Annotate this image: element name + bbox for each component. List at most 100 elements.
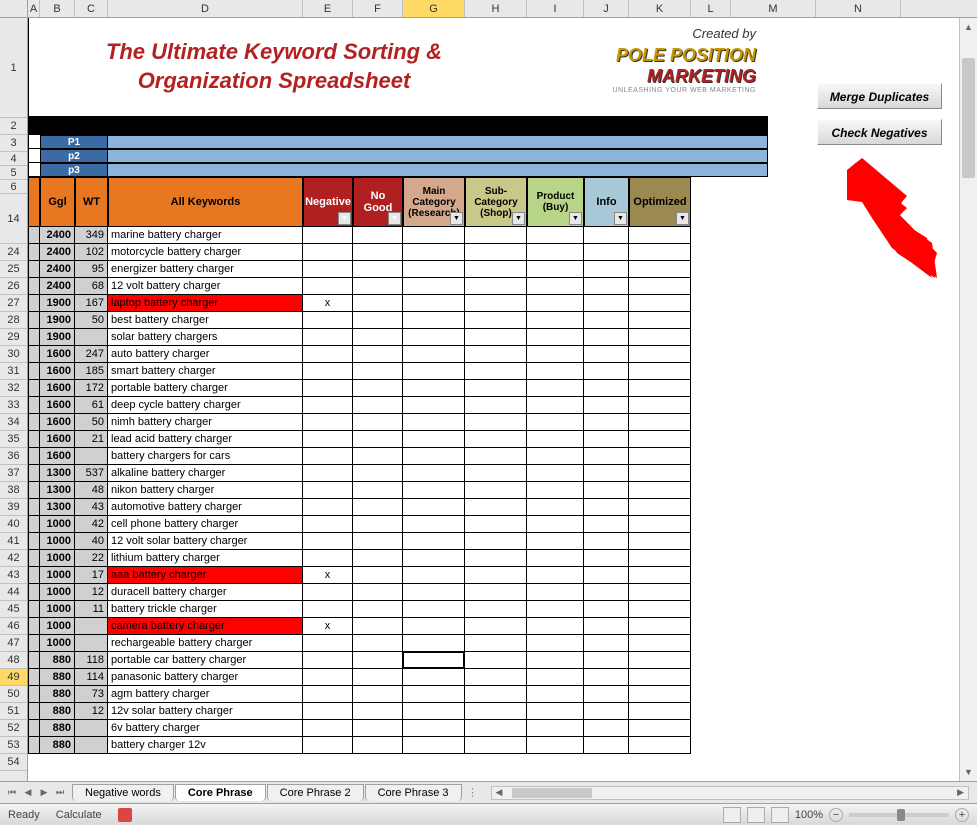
cell[interactable] xyxy=(303,720,353,737)
cell[interactable] xyxy=(303,329,353,346)
select-all-corner[interactable] xyxy=(0,0,28,17)
cell[interactable] xyxy=(629,703,691,720)
cell[interactable] xyxy=(584,414,629,431)
cell[interactable]: nikon battery charger xyxy=(108,482,303,499)
cell[interactable] xyxy=(584,499,629,516)
cell[interactable] xyxy=(629,686,691,703)
cell[interactable] xyxy=(303,363,353,380)
cell[interactable]: 880 xyxy=(40,720,75,737)
cell[interactable] xyxy=(353,295,403,312)
cell[interactable] xyxy=(465,380,527,397)
cell[interactable] xyxy=(353,601,403,618)
cell[interactable]: 21 xyxy=(75,431,108,448)
cell[interactable] xyxy=(403,516,465,533)
cell[interactable]: battery charger 12v xyxy=(108,737,303,754)
cell[interactable] xyxy=(353,465,403,482)
cell[interactable]: 1000 xyxy=(40,550,75,567)
filter-dropdown-icon[interactable]: ▼ xyxy=(614,212,627,225)
cell[interactable] xyxy=(527,550,584,567)
macro-record-icon[interactable] xyxy=(118,808,132,822)
cell[interactable] xyxy=(353,635,403,652)
row-header[interactable]: 34 xyxy=(0,414,27,431)
cell[interactable]: cell phone battery charger xyxy=(108,516,303,533)
cell[interactable]: 2400 xyxy=(40,227,75,244)
cell[interactable]: x xyxy=(303,618,353,635)
cell[interactable] xyxy=(465,244,527,261)
cell[interactable] xyxy=(353,618,403,635)
cell[interactable] xyxy=(353,261,403,278)
row-header[interactable]: 24 xyxy=(0,244,27,261)
cell[interactable]: 6v battery charger xyxy=(108,720,303,737)
scroll-down-icon[interactable]: ▼ xyxy=(960,763,977,781)
cell[interactable] xyxy=(584,329,629,346)
cell[interactable] xyxy=(403,499,465,516)
cell[interactable] xyxy=(465,397,527,414)
horizontal-scrollbar[interactable]: ◀ ▶ xyxy=(491,786,969,800)
cell[interactable] xyxy=(629,363,691,380)
cell[interactable]: marine battery charger xyxy=(108,227,303,244)
cell[interactable]: 50 xyxy=(75,414,108,431)
check-negatives-button[interactable]: Check Negatives xyxy=(817,119,942,145)
cell[interactable] xyxy=(584,261,629,278)
page-layout-view-icon[interactable] xyxy=(747,807,765,823)
row-header[interactable]: 2 xyxy=(0,118,27,135)
row-header[interactable]: 41 xyxy=(0,533,27,550)
cell[interactable] xyxy=(629,227,691,244)
filter-dropdown-icon[interactable]: ▼ xyxy=(450,212,463,225)
row-header[interactable]: 27 xyxy=(0,295,27,312)
cell[interactable] xyxy=(629,482,691,499)
cell[interactable] xyxy=(303,312,353,329)
cell[interactable]: 1300 xyxy=(40,482,75,499)
cell[interactable] xyxy=(353,516,403,533)
cell[interactable] xyxy=(403,380,465,397)
cell[interactable] xyxy=(584,397,629,414)
row-header[interactable]: 37 xyxy=(0,465,27,482)
row-header[interactable]: 33 xyxy=(0,397,27,414)
row-header[interactable]: 45 xyxy=(0,601,27,618)
cell[interactable] xyxy=(465,295,527,312)
cell[interactable] xyxy=(465,652,527,669)
cell[interactable] xyxy=(527,380,584,397)
row-header[interactable]: 39 xyxy=(0,499,27,516)
cell[interactable] xyxy=(465,720,527,737)
cell[interactable]: 61 xyxy=(75,397,108,414)
tab-first-icon[interactable]: ⏮ xyxy=(4,787,20,798)
cell[interactable] xyxy=(465,261,527,278)
row-header[interactable]: 42 xyxy=(0,550,27,567)
cell[interactable] xyxy=(403,261,465,278)
cell[interactable] xyxy=(303,737,353,754)
column-header-D[interactable]: D xyxy=(108,0,303,17)
cell[interactable] xyxy=(527,618,584,635)
cell[interactable]: laptop battery charger xyxy=(108,295,303,312)
column-header-all-keywords[interactable]: All Keywords xyxy=(108,177,303,227)
cell[interactable] xyxy=(353,312,403,329)
row-header[interactable]: 46 xyxy=(0,618,27,635)
cell[interactable] xyxy=(353,244,403,261)
cell[interactable] xyxy=(353,669,403,686)
cell[interactable] xyxy=(527,244,584,261)
cell[interactable] xyxy=(303,533,353,550)
cell[interactable] xyxy=(584,567,629,584)
column-header-J[interactable]: J xyxy=(584,0,629,17)
cell[interactable] xyxy=(629,312,691,329)
cell[interactable]: 1000 xyxy=(40,567,75,584)
cell[interactable] xyxy=(403,703,465,720)
cell[interactable] xyxy=(527,295,584,312)
cell[interactable] xyxy=(403,448,465,465)
cell[interactable] xyxy=(353,448,403,465)
cell[interactable] xyxy=(353,550,403,567)
cell[interactable]: 167 xyxy=(75,295,108,312)
cell[interactable] xyxy=(465,550,527,567)
cell[interactable] xyxy=(303,278,353,295)
cell[interactable] xyxy=(527,312,584,329)
cell[interactable]: duracell battery charger xyxy=(108,584,303,601)
cell[interactable] xyxy=(465,516,527,533)
row-header[interactable]: 35 xyxy=(0,431,27,448)
cell[interactable] xyxy=(403,431,465,448)
cell[interactable]: 12 volt solar battery charger xyxy=(108,533,303,550)
cell[interactable]: 22 xyxy=(75,550,108,567)
cell[interactable] xyxy=(527,465,584,482)
column-header-M[interactable]: M xyxy=(731,0,816,17)
cell[interactable]: 17 xyxy=(75,567,108,584)
cell[interactable] xyxy=(527,652,584,669)
